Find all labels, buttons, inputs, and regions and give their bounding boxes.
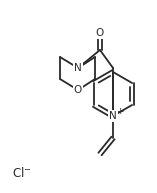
Text: O: O — [74, 85, 82, 95]
Text: +: + — [116, 108, 124, 117]
Text: N: N — [74, 63, 82, 73]
Text: Cl$^{-}$: Cl$^{-}$ — [12, 166, 32, 180]
Text: N: N — [109, 111, 117, 121]
Text: O: O — [96, 28, 104, 38]
